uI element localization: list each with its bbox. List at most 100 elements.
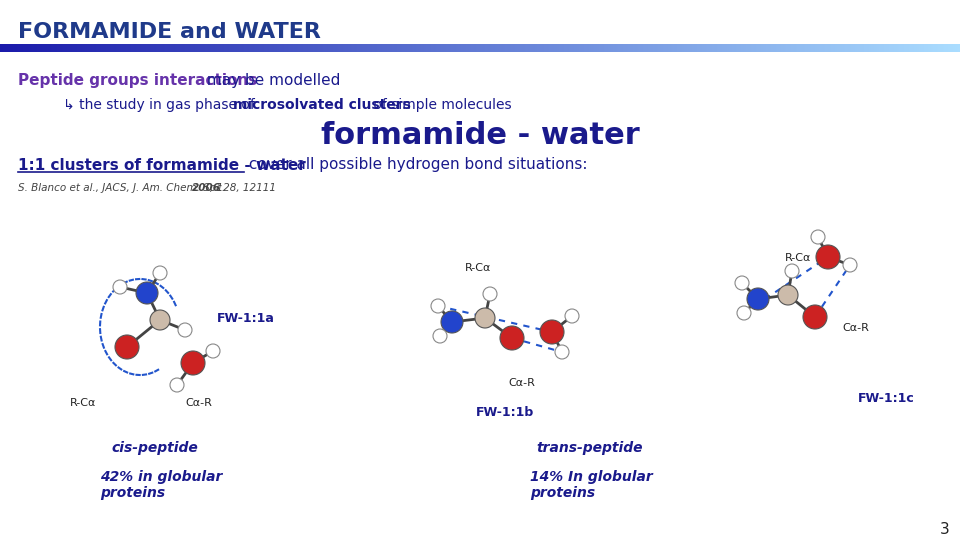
Bar [769, 44, 770, 52]
Bar [800, 44, 801, 52]
Bar [189, 44, 190, 52]
Text: FORMAMIDE and WATER: FORMAMIDE and WATER [18, 22, 321, 42]
Bar [676, 44, 677, 52]
Bar [421, 44, 422, 52]
Bar [656, 44, 657, 52]
Bar [140, 44, 141, 52]
Bar [599, 44, 600, 52]
Bar [774, 44, 775, 52]
Bar [726, 44, 727, 52]
Bar [329, 44, 330, 52]
Bar [54, 44, 55, 52]
Bar [940, 44, 941, 52]
Bar [23, 44, 24, 52]
Bar [345, 44, 346, 52]
Bar [470, 44, 471, 52]
Bar [594, 44, 595, 52]
Bar [493, 44, 494, 52]
Text: ↳ the study in gas phase of: ↳ the study in gas phase of [50, 98, 259, 112]
Bar [808, 44, 809, 52]
Bar [204, 44, 205, 52]
Bar [849, 44, 850, 52]
Bar [533, 44, 534, 52]
Bar [272, 44, 273, 52]
Bar [891, 44, 892, 52]
Bar [131, 44, 132, 52]
Bar [792, 44, 793, 52]
Bar [232, 44, 233, 52]
Bar [483, 44, 484, 52]
Bar [827, 44, 828, 52]
Bar [296, 44, 297, 52]
Bar [520, 44, 521, 52]
Bar [85, 44, 86, 52]
Bar [683, 44, 684, 52]
Bar [635, 44, 636, 52]
Bar [220, 44, 221, 52]
Bar [416, 44, 417, 52]
Bar [339, 44, 340, 52]
Bar [335, 44, 336, 52]
Bar [275, 44, 276, 52]
Bar [351, 44, 352, 52]
Bar [762, 44, 763, 52]
Bar [502, 44, 503, 52]
Bar [231, 44, 232, 52]
Bar [168, 44, 169, 52]
Bar [626, 44, 627, 52]
Bar [188, 44, 189, 52]
Bar [34, 44, 35, 52]
Bar [711, 44, 712, 52]
Bar [514, 44, 515, 52]
Circle shape [483, 287, 497, 301]
Text: microsolvated clusters: microsolvated clusters [233, 98, 411, 112]
Bar [280, 44, 281, 52]
Bar [632, 44, 633, 52]
Bar [522, 44, 523, 52]
Bar [576, 44, 577, 52]
Bar [753, 44, 754, 52]
Bar [642, 44, 643, 52]
Bar [840, 44, 841, 52]
Bar [452, 44, 453, 52]
Bar [29, 44, 30, 52]
Bar [680, 44, 681, 52]
Bar [831, 44, 832, 52]
Bar [495, 44, 496, 52]
Bar [78, 44, 79, 52]
Bar [557, 44, 558, 52]
Bar [107, 44, 108, 52]
Bar [77, 44, 78, 52]
Text: 3: 3 [940, 523, 949, 537]
Bar [216, 44, 217, 52]
Bar [498, 44, 499, 52]
Bar [392, 44, 393, 52]
Bar [461, 44, 462, 52]
Bar [62, 44, 63, 52]
Bar [49, 44, 50, 52]
Bar [875, 44, 876, 52]
Bar [622, 44, 623, 52]
Bar [431, 44, 432, 52]
Bar [139, 44, 140, 52]
Bar [12, 44, 13, 52]
Bar [427, 44, 428, 52]
Bar [457, 44, 458, 52]
Bar [846, 44, 847, 52]
Bar [850, 44, 851, 52]
Bar [192, 44, 193, 52]
Bar [525, 44, 526, 52]
Bar [309, 44, 310, 52]
Bar [677, 44, 678, 52]
Bar [67, 44, 68, 52]
Bar [2, 44, 3, 52]
Bar [755, 44, 756, 52]
Bar [165, 44, 166, 52]
Bar [96, 44, 97, 52]
Bar [650, 44, 651, 52]
Bar [222, 44, 223, 52]
Bar [521, 44, 522, 52]
Bar [851, 44, 852, 52]
Bar [149, 44, 150, 52]
Bar [500, 44, 501, 52]
